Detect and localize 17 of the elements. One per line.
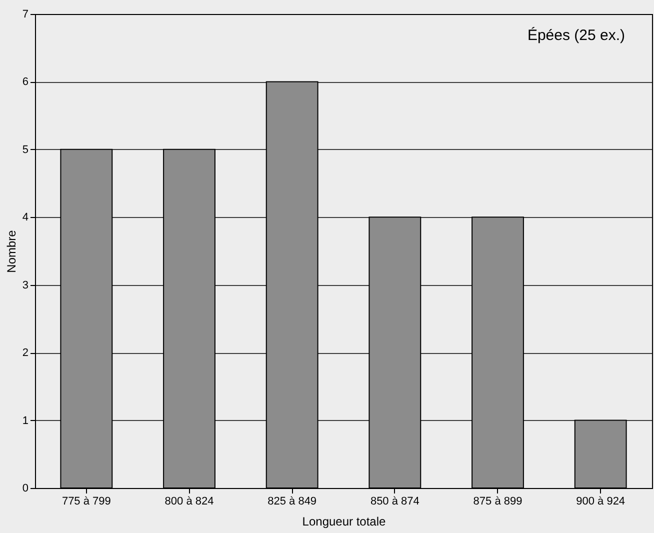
y-axis-title: Nombre xyxy=(4,230,18,273)
x-tick-label: 875 à 899 xyxy=(473,496,522,508)
y-tick-label: 4 xyxy=(22,212,28,224)
annotation: Épées (25 ex.) xyxy=(527,26,625,44)
x-tick-label: 800 à 824 xyxy=(164,496,214,508)
x-axis-title: Longueur totale xyxy=(302,514,386,528)
y-tick-label: 0 xyxy=(22,482,28,494)
x-tick-label: 850 à 874 xyxy=(370,496,420,508)
y-tick-label: 3 xyxy=(22,279,28,292)
y-tick-label: 2 xyxy=(22,347,28,360)
y-tick-label: 5 xyxy=(22,144,28,156)
y-tick-label: 1 xyxy=(22,414,28,427)
y-tick-label: 7 xyxy=(22,8,28,20)
x-tick-label: 900 à 924 xyxy=(576,496,626,508)
y-tick-label: 6 xyxy=(22,76,28,88)
x-tick-label: 775 à 799 xyxy=(62,496,111,508)
x-tick-label: 825 à 849 xyxy=(268,496,317,508)
